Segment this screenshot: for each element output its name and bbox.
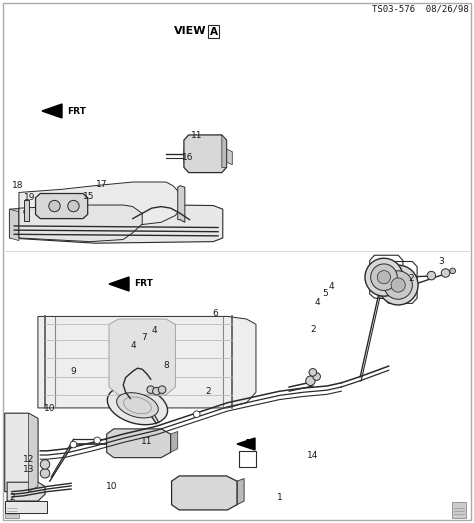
Text: 10: 10 [44,404,55,414]
Circle shape [377,270,391,284]
Polygon shape [184,149,189,165]
Bar [452,502,466,518]
Circle shape [40,460,50,469]
Circle shape [391,278,405,292]
Text: A: A [210,27,218,37]
Circle shape [153,388,160,395]
Text: 9: 9 [71,367,76,376]
Text: A: A [244,438,251,449]
Text: 1: 1 [277,493,283,503]
Text: 3: 3 [438,257,444,266]
Polygon shape [109,319,175,395]
Polygon shape [107,429,171,458]
Text: 2: 2 [409,274,414,283]
Polygon shape [9,209,19,241]
Text: 14: 14 [307,450,319,460]
Circle shape [70,441,77,448]
Bar [208,25,219,38]
Polygon shape [237,438,255,450]
Polygon shape [38,316,256,408]
Text: 18: 18 [12,181,24,190]
Polygon shape [172,476,237,510]
Text: 5: 5 [322,289,328,299]
Polygon shape [171,431,178,452]
Text: 15: 15 [83,191,95,201]
Polygon shape [7,482,45,501]
Polygon shape [36,194,88,219]
Text: 10: 10 [106,482,117,491]
Ellipse shape [107,386,168,425]
Text: FRT: FRT [67,107,86,116]
Ellipse shape [117,393,158,418]
Polygon shape [222,135,227,167]
Text: TS03-576  08/26/98: TS03-576 08/26/98 [372,4,469,13]
Text: 6: 6 [213,309,219,319]
Text: 13: 13 [23,465,34,474]
Polygon shape [109,277,129,291]
Text: 2: 2 [206,386,211,396]
Text: 4: 4 [315,298,320,307]
Circle shape [450,268,456,274]
Text: 4: 4 [329,282,335,291]
Text: 11: 11 [141,437,153,447]
Circle shape [193,411,200,417]
Polygon shape [19,205,142,242]
Circle shape [158,386,166,393]
Text: 16: 16 [182,153,193,163]
Text: FRT: FRT [134,279,153,289]
Circle shape [427,271,436,280]
Circle shape [371,264,397,290]
Circle shape [309,369,317,376]
Text: VIEW: VIEW [173,26,206,37]
Circle shape [40,469,50,478]
Text: 2: 2 [9,493,15,503]
Polygon shape [28,413,38,492]
Text: 4: 4 [151,326,157,335]
Circle shape [378,265,418,305]
Polygon shape [5,413,38,492]
Circle shape [68,200,79,212]
Polygon shape [227,149,232,165]
Bar [5,502,19,518]
Bar [239,451,256,467]
Circle shape [94,437,100,444]
Text: 7: 7 [142,333,147,343]
Polygon shape [19,182,180,236]
Circle shape [24,209,29,214]
Text: 2: 2 [310,325,316,334]
Polygon shape [5,501,47,513]
Polygon shape [178,186,185,222]
Text: 12: 12 [23,454,34,464]
Polygon shape [9,204,223,243]
Circle shape [147,386,155,393]
Text: 8: 8 [163,360,169,370]
Text: 4: 4 [131,340,137,350]
Text: 19: 19 [24,193,35,202]
Circle shape [384,271,412,299]
Circle shape [365,258,403,296]
Circle shape [441,269,450,277]
Polygon shape [42,104,62,118]
Bar [24,200,29,221]
Circle shape [313,373,320,380]
Text: 17: 17 [96,179,108,189]
Circle shape [306,376,315,385]
Polygon shape [184,135,227,173]
Text: 11: 11 [191,131,202,141]
Circle shape [49,200,60,212]
Polygon shape [237,479,244,505]
